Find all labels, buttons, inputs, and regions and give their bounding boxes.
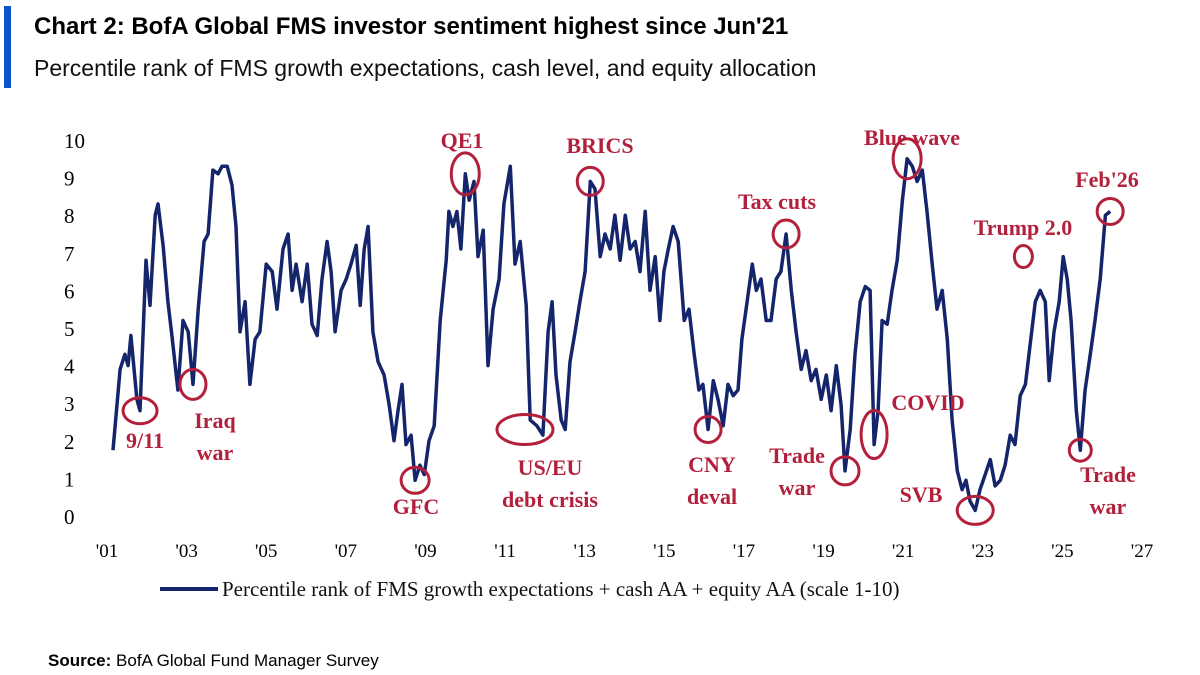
annotation-circle: [399, 465, 431, 495]
annotation-label: 9/11: [126, 428, 164, 453]
annotation-circle: [829, 455, 861, 487]
x-tick-label: '05: [255, 541, 277, 562]
annotation-label: Blue wave: [864, 125, 960, 150]
annotation-label: BRICS: [566, 133, 633, 158]
y-tick-label: 3: [64, 392, 75, 416]
x-tick-label: '27: [1131, 541, 1153, 562]
annotation-circle: [121, 396, 159, 426]
annotation-circle: [1095, 196, 1125, 226]
chart-subtitle: Percentile rank of FMS growth expectatio…: [34, 55, 816, 81]
annotation-label: debt crisis: [502, 487, 598, 512]
y-tick-label: 8: [64, 204, 75, 228]
x-tick-label: '11: [494, 541, 516, 562]
x-tick-label: '25: [1051, 541, 1073, 562]
annotation-circle: [771, 218, 801, 250]
annotation-label: Trump 2.0: [974, 215, 1073, 240]
x-tick-label: '21: [892, 541, 914, 562]
annotation-circle: [178, 367, 208, 401]
annotation-label: Trade: [1080, 462, 1136, 487]
x-tick-label: '09: [414, 541, 436, 562]
annotation-circle: [693, 415, 723, 445]
x-tick-label: '23: [972, 541, 994, 562]
annotation-label: SVB: [900, 482, 943, 507]
x-tick-label: '15: [653, 541, 675, 562]
annotation-label: US/EU: [518, 455, 583, 480]
annotation-circle: [1067, 437, 1093, 463]
source-text: BofA Global Fund Manager Survey: [116, 651, 379, 670]
annotation-label: Trade: [769, 443, 825, 468]
annotation-label: war: [779, 475, 816, 500]
legend-label: Percentile rank of FMS growth expectatio…: [222, 577, 899, 601]
y-tick-label: 7: [64, 242, 75, 266]
annotation-circle: [449, 151, 481, 197]
annotation-circle: [575, 165, 605, 197]
y-tick-label: 9: [64, 167, 75, 191]
y-tick-label: 10: [64, 129, 85, 153]
x-tick-label: '19: [812, 541, 834, 562]
x-tick-label: '17: [733, 541, 755, 562]
annotation-label: GFC: [393, 494, 439, 519]
y-tick-label: 1: [64, 467, 75, 491]
annotation-label: Tax cuts: [738, 189, 816, 214]
source: Source: BofA Global Fund Manager Survey: [48, 651, 379, 670]
annotation-label: QE1: [441, 128, 484, 153]
annotation-circle: [891, 137, 923, 181]
title-bar: [4, 6, 11, 88]
annotation-label: COVID: [891, 390, 964, 415]
annotation-circle: [1012, 244, 1034, 270]
annotation-label: war: [197, 440, 234, 465]
annotation-label: CNY: [688, 452, 736, 477]
annotation-label: deval: [687, 484, 737, 509]
chart-title: Chart 2: BofA Global FMS investor sentim…: [34, 13, 788, 40]
y-tick-label: 2: [64, 430, 75, 454]
annotation-circle: [955, 494, 995, 526]
y-tick-label: 5: [64, 317, 75, 341]
annotation-label: Feb'26: [1075, 167, 1139, 192]
annotation-label: Iraq: [194, 408, 236, 433]
x-tick-label: '03: [175, 541, 197, 562]
annotation-circle: [495, 413, 555, 447]
source-label: Source:: [48, 651, 111, 670]
y-tick-label: 6: [64, 279, 75, 303]
y-tick-label: 0: [64, 505, 75, 529]
x-tick-label: '13: [573, 541, 595, 562]
y-tick-label: 4: [64, 355, 75, 379]
series-line: [111, 157, 1112, 513]
x-tick-label: '07: [335, 541, 357, 562]
x-tick-label: '01: [96, 541, 118, 562]
annotation-label: war: [1090, 494, 1127, 519]
annotation-circle: [859, 409, 889, 461]
